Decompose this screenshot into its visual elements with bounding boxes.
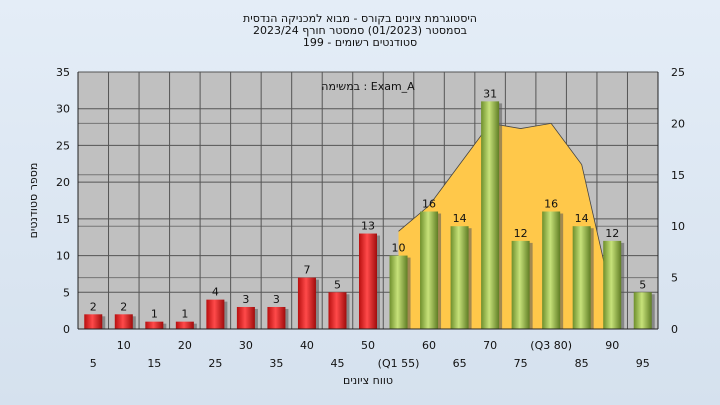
chart-title-line: סטודנטים רשומים - 199 (303, 36, 417, 49)
x-tick-label: 45 (330, 357, 344, 370)
y2-tick-label: 25 (671, 66, 685, 79)
y-tick-label: 5 (63, 286, 70, 299)
bar-value-label: 1 (151, 308, 158, 321)
y2-tick-label: 10 (671, 220, 685, 233)
y-tick-label: 0 (63, 323, 70, 336)
bar (359, 233, 377, 329)
y-tick-label: 30 (56, 103, 70, 116)
x-tick-label: 15 (147, 357, 161, 370)
bar (542, 211, 561, 329)
bar-value-label: 2 (90, 300, 97, 313)
y-tick-label: 20 (56, 176, 70, 189)
bar-value-label: 31 (483, 87, 497, 100)
y2-tick-label: 5 (671, 272, 678, 285)
x-tick-label: 10 (117, 339, 131, 352)
bar (328, 292, 347, 329)
bar (297, 277, 316, 329)
x-tick-label: 25 (208, 357, 222, 370)
x-tick-label: (Q3 80) (530, 339, 572, 352)
x-tick-label: (Q1 55) (378, 357, 420, 370)
bar-value-label: 3 (242, 293, 249, 306)
bar (481, 101, 500, 329)
x-tick-label: 5 (90, 357, 97, 370)
x-tick-label: 95 (636, 357, 650, 370)
x-tick-label: 75 (514, 357, 528, 370)
x-tick-label: 35 (269, 357, 283, 370)
bar (450, 226, 469, 329)
chart-title-line: בסמסטר (01/2023) סמסטר חורף 2023/24 (253, 24, 467, 37)
bar-value-label: 12 (605, 227, 619, 240)
x-tick-label: 90 (605, 339, 619, 352)
bar (603, 240, 622, 329)
bar (114, 314, 133, 329)
y-axis-title: מספר סטודנטים (27, 163, 40, 239)
x-tick-label: 20 (178, 339, 192, 352)
legend-text: במשימה : Exam_A (321, 80, 415, 93)
bar-value-label: 12 (514, 227, 528, 240)
bar (389, 255, 408, 329)
y2-tick-label: 15 (671, 169, 685, 182)
bar (236, 306, 255, 329)
bar-value-label: 5 (639, 278, 646, 291)
bar (420, 211, 439, 329)
bar (511, 240, 530, 329)
x-axis-title: טווח ציונים (343, 374, 393, 387)
y-tick-label: 15 (56, 213, 70, 226)
chart-title-line: היסטוגרמת ציונים בקורס - מבוא למכניקה הנ… (243, 12, 477, 25)
bar-value-label: 2 (120, 300, 127, 313)
distribution-area-outline (398, 122, 613, 299)
y-tick-label: 10 (56, 250, 70, 263)
y-tick-label: 35 (56, 66, 70, 79)
bar (145, 321, 164, 329)
bar (267, 306, 286, 329)
bar (175, 321, 194, 329)
x-tick-label: 65 (453, 357, 467, 370)
bar-value-label: 14 (453, 212, 467, 225)
x-tick-label: 60 (422, 339, 436, 352)
bar-value-label: 13 (361, 220, 375, 233)
bar-value-label: 4 (212, 286, 219, 299)
bar-value-label: 10 (392, 242, 406, 255)
bar-value-label: 16 (544, 198, 558, 211)
bar-value-label: 5 (334, 278, 341, 291)
x-tick-label: 50 (361, 339, 375, 352)
bar (633, 292, 652, 329)
y2-tick-label: 0 (671, 323, 678, 336)
bar-value-label: 7 (303, 264, 310, 277)
x-tick-label: 30 (239, 339, 253, 352)
bar (206, 299, 225, 329)
y2-tick-label: 20 (671, 117, 685, 130)
bar-value-label: 16 (422, 198, 436, 211)
x-tick-label: 85 (575, 357, 589, 370)
bar-value-label: 3 (273, 293, 280, 306)
bar (84, 314, 103, 329)
x-tick-label: 40 (300, 339, 314, 352)
y-tick-label: 25 (56, 139, 70, 152)
x-tick-label: 70 (483, 339, 497, 352)
bar-value-label: 1 (181, 308, 188, 321)
bar (572, 226, 591, 329)
bar-value-label: 14 (575, 212, 589, 225)
